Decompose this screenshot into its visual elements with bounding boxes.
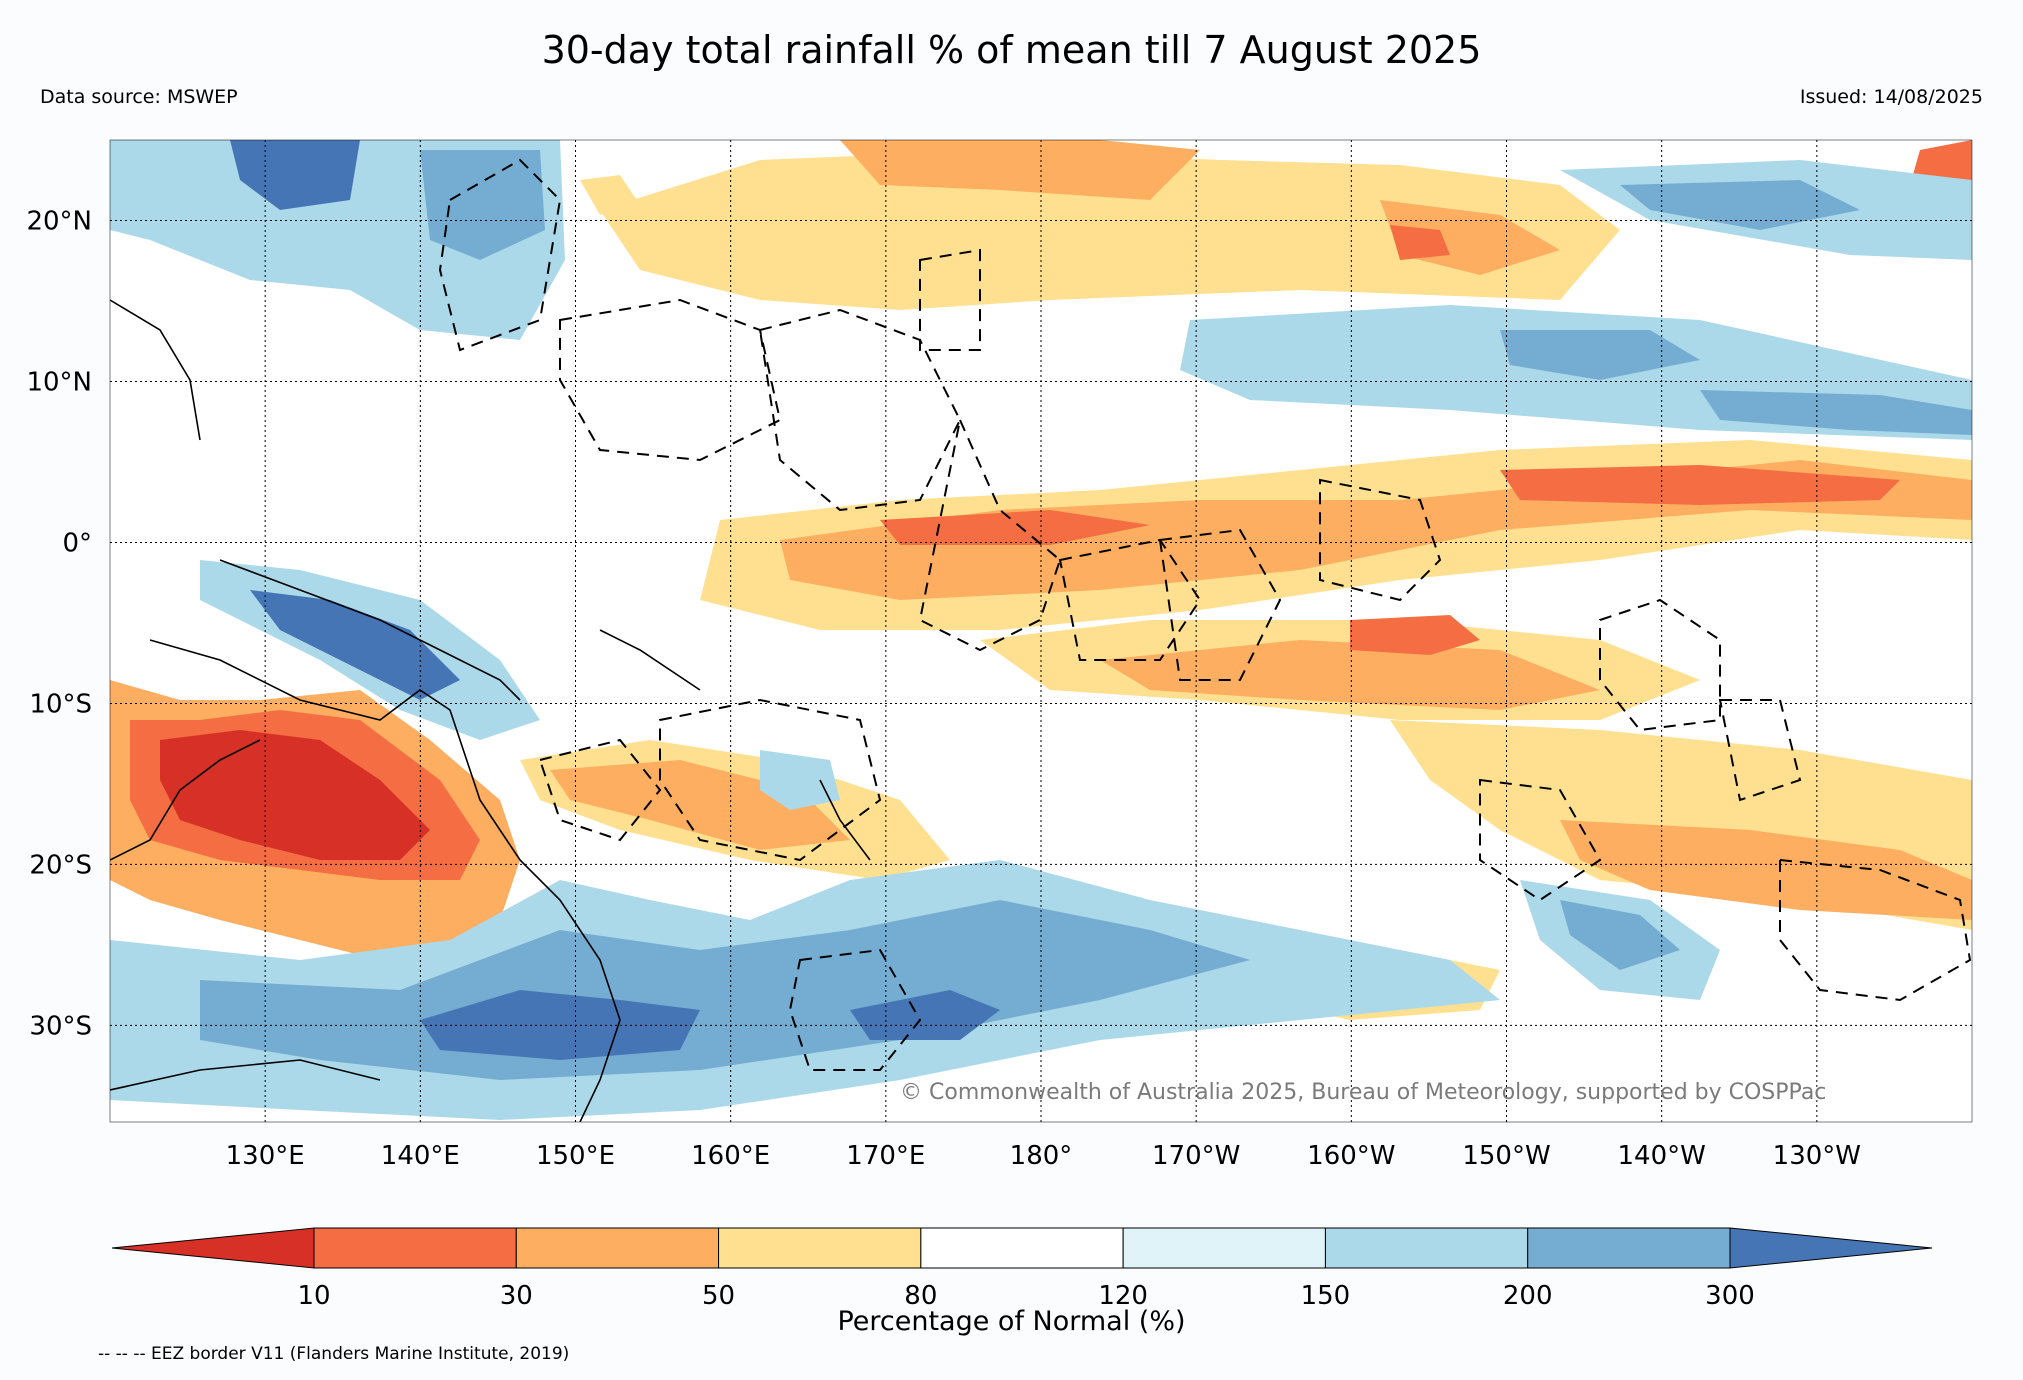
colorbar-label: Percentage of Normal (%): [837, 1306, 1186, 1337]
lon-tick-label: 150°E: [536, 1141, 615, 1171]
lat-tick-label: 30°S: [29, 1011, 92, 1041]
axis-tick-labels: 20°N 10°N 0° 10°S 20°S 30°S 130°E 140°E 150°E 160…: [26, 206, 1861, 1171]
lon-tick-label: 160°E: [691, 1141, 770, 1171]
colorbar-tick-label: 10: [297, 1281, 330, 1311]
colorbar-tick-label: 80: [904, 1281, 937, 1311]
colorbar-tick-label: 50: [702, 1281, 735, 1311]
lat-tick-label: 20°N: [26, 206, 92, 236]
data-source-label: Data source: MSWEP: [40, 86, 238, 108]
lon-tick-label: 130°E: [226, 1141, 305, 1171]
issued-date-label: Issued: 14/08/2025: [1799, 86, 1983, 108]
colorbar-segment: [1324, 1227, 1529, 1269]
lat-tick-label: 0°: [62, 528, 92, 558]
colorbar-tick-label: 200: [1503, 1281, 1553, 1311]
eez-footnote: -- -- -- EEZ border V11 (Flanders Marine…: [98, 1344, 570, 1364]
chart-title: 30-day total rainfall % of mean till 7 A…: [541, 28, 1482, 72]
colorbar-min-extend: [111, 1227, 315, 1269]
colorbar-segment: [920, 1227, 1124, 1269]
lon-tick-label: 170°E: [846, 1141, 925, 1171]
lat-tick-label: 10°N: [26, 367, 92, 397]
colorbar-segment: [515, 1227, 720, 1269]
colorbar-max-extend: [1729, 1227, 1933, 1269]
colorbar-tick-label: 150: [1301, 1281, 1351, 1311]
colorbar-tick-label: 30: [500, 1281, 533, 1311]
colorbar: 10 30 50 80 120 150 200 300: [111, 1227, 1933, 1311]
lon-tick-label: 170°W: [1152, 1141, 1240, 1171]
colorbar-segment: [1527, 1227, 1731, 1269]
lon-tick-label: 140°W: [1617, 1141, 1705, 1171]
lon-tick-label: 150°W: [1462, 1141, 1550, 1171]
lon-tick-label: 180°: [1010, 1141, 1073, 1171]
lon-tick-label: 130°W: [1773, 1141, 1861, 1171]
colorbar-segment: [718, 1227, 922, 1269]
eez-borders: [438, 158, 1972, 1071]
coastlines: [110, 299, 871, 1122]
lat-tick-label: 20°S: [29, 850, 92, 880]
lon-tick-label: 160°W: [1307, 1141, 1395, 1171]
copyright-credit: © Commonwealth of Australia 2025, Bureau…: [900, 1080, 1827, 1105]
colorbar-tick-label: 120: [1098, 1281, 1148, 1311]
colorbar-tick-label: 300: [1705, 1281, 1755, 1311]
lat-tick-label: 10°S: [29, 689, 92, 719]
lon-tick-label: 140°E: [381, 1141, 460, 1171]
graticule: [110, 140, 1972, 1122]
colorbar-segment: [1122, 1227, 1326, 1269]
colorbar-segment: [313, 1227, 517, 1269]
